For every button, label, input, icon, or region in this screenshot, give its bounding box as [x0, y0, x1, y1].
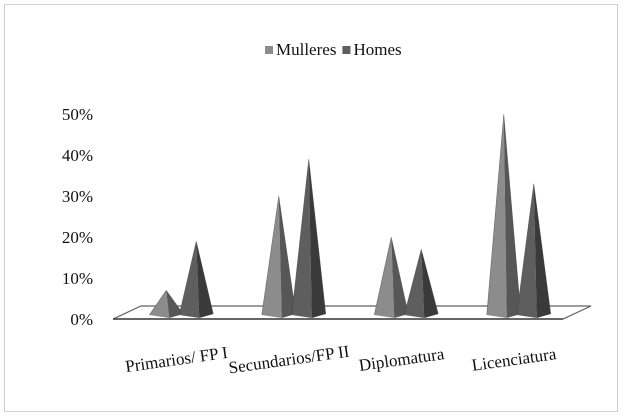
- cone-outline: [516, 183, 552, 316]
- cone-outline: [403, 248, 439, 316]
- cone-homes-diplomatura: [403, 248, 439, 318]
- cone-outline: [149, 289, 184, 316]
- cone-mulleres-licenciatura: [486, 114, 522, 318]
- cone-face-light: [486, 114, 507, 318]
- cone-mulleres-primarios-fp-i: [149, 289, 184, 318]
- legend-swatch-homes: [342, 46, 351, 54]
- cone-mulleres-diplomatura: [373, 237, 409, 318]
- cone-outline: [373, 237, 409, 316]
- cone-face-light: [179, 241, 200, 318]
- x-tick-label: Licenciatura: [471, 344, 558, 375]
- chart-floor: [112, 305, 592, 320]
- cone-outline: [486, 114, 522, 316]
- y-tick-label: 10%: [62, 269, 93, 288]
- cone-outline: [261, 196, 297, 316]
- cone-face-shade: [166, 290, 184, 318]
- x-tick-label: Primarios/ FP I: [124, 343, 229, 376]
- legend-swatch-mulleres: [265, 46, 273, 54]
- y-tick-label: 20%: [62, 228, 93, 247]
- x-tick-label: Diplomatura: [358, 344, 446, 375]
- legend-label-homes: Homes: [353, 40, 401, 59]
- cone-face-light: [291, 159, 312, 318]
- legend-label-mulleres: Mulleres: [276, 40, 336, 59]
- chart-frame: Mulleres Homes 0% 10% 20% 30% 40% 50% Primario…: [4, 4, 618, 412]
- cone-homes-licenciatura: [516, 183, 552, 318]
- y-tick-label: 0%: [70, 310, 93, 329]
- cone-face-light: [374, 237, 395, 318]
- y-tick-label: 50%: [62, 105, 93, 124]
- cone-outline: [178, 241, 214, 316]
- cone-mulleres-secundarios-fp-ii: [261, 196, 297, 318]
- cone-homes-secundarios-fp-ii: [291, 159, 327, 318]
- cone-face-light: [261, 196, 282, 318]
- legend: Mulleres Homes: [265, 40, 402, 59]
- cone-face-light: [149, 290, 170, 318]
- cone-face-light: [404, 249, 425, 318]
- cone-outline: [291, 159, 327, 316]
- y-tick-label: 30%: [62, 187, 93, 206]
- cone-face-light: [516, 183, 537, 318]
- y-tick-label: 40%: [62, 146, 93, 165]
- cone-chart: Mulleres Homes 0% 10% 20% 30% 40% 50% Primario…: [62, 40, 592, 378]
- y-axis: 0% 10% 20% 30% 40% 50%: [62, 105, 93, 329]
- x-tick-label: Secundarios/FP II: [227, 342, 350, 378]
- cone-series: [149, 114, 552, 318]
- cone-homes-primarios-fp-i: [178, 241, 214, 318]
